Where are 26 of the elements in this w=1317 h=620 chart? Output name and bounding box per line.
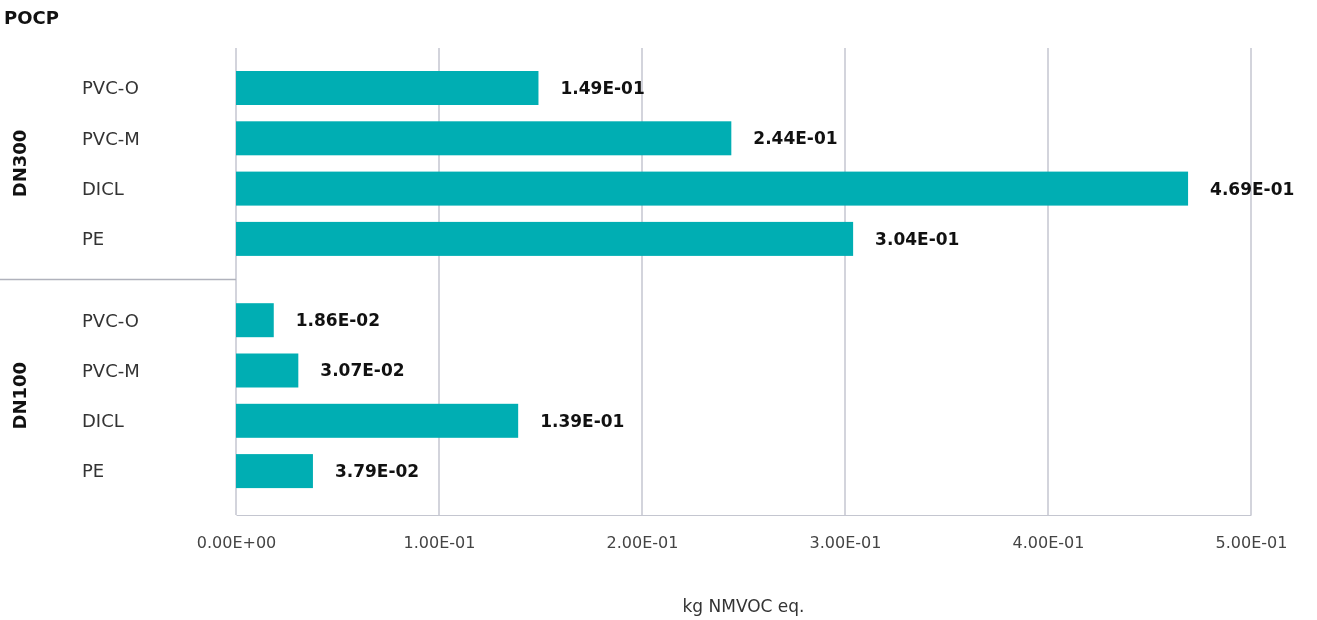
x-tick-label: 5.00E-01 <box>1215 533 1288 553</box>
text: POCP <box>4 7 59 28</box>
y-tick-label: DICL <box>82 410 124 432</box>
data-label: 1.86E-02 <box>295 310 381 331</box>
data-label: 1.39E-01 <box>540 410 625 431</box>
data-label: 2.44E-01 <box>753 128 838 149</box>
x-tick-label: 1.00E-01 <box>403 533 476 553</box>
text: DN100 <box>9 361 30 430</box>
text: DN300 <box>9 129 30 198</box>
y-tick-label: PVC-O <box>82 309 139 331</box>
y-tick-label: PVC-M <box>82 127 140 149</box>
data-label: 3.04E-01 <box>875 228 960 249</box>
y-tick-label: PVC-M <box>82 359 140 381</box>
data-label: 4.69E-01 <box>1210 178 1295 199</box>
y-tick-label: PE <box>82 228 105 250</box>
x-tick-label: 3.00E-01 <box>809 533 882 553</box>
y-tick-label: PE <box>82 460 105 482</box>
data-label: 1.49E-01 <box>560 77 645 98</box>
data-label: 3.07E-02 <box>320 360 405 381</box>
y-tick-label: PVC-O <box>82 77 139 99</box>
y-tick-label: DICL <box>82 177 124 199</box>
x-tick-label: 2.00E-01 <box>606 533 679 553</box>
x-tick-label: 4.00E-01 <box>1012 533 1085 553</box>
data-label: 3.79E-02 <box>334 461 420 482</box>
x-tick-label: 0.00E+00 <box>196 533 277 553</box>
x-axis-title: kg NMVOC eq. <box>682 596 805 616</box>
